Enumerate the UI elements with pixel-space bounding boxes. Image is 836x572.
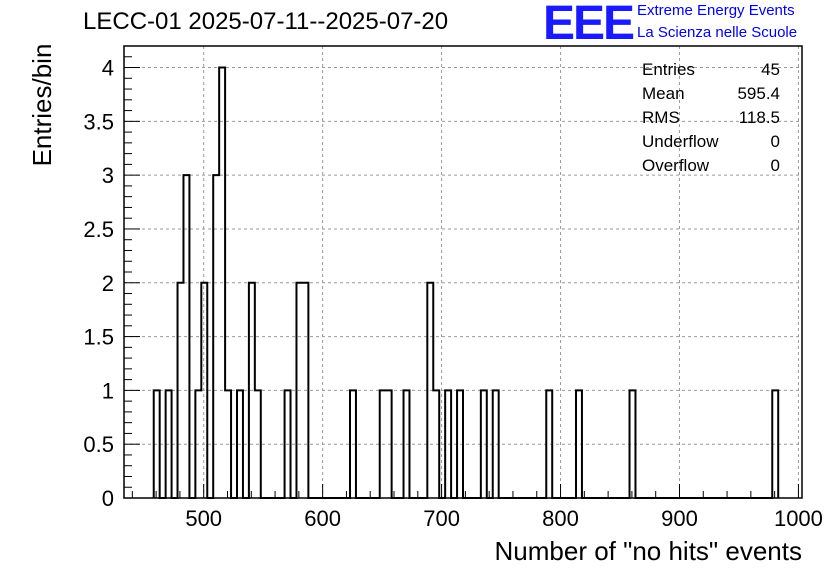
histogram-bin: [166, 390, 172, 498]
histogram-bin: [225, 390, 231, 498]
histogram-bin: [195, 390, 201, 498]
logo-line-1: Extreme Energy Events: [637, 2, 795, 19]
logo-line-2: La Scienza nelle Scuole: [637, 24, 798, 41]
stat-entries: Entries 45: [640, 58, 780, 82]
histogram-bin: [296, 283, 302, 498]
stat-underflow: Underflow 0: [640, 130, 780, 154]
histogram-bin: [576, 390, 582, 498]
histogram-bin: [493, 390, 499, 498]
histogram-bin: [285, 390, 291, 498]
histogram-bin: [237, 390, 243, 498]
histogram-bin: [772, 390, 778, 498]
histogram-bin: [445, 390, 451, 498]
histogram-bin: [302, 283, 308, 498]
histogram-bin: [201, 283, 207, 498]
chart-title: LECC-01 2025-07-11--2025-07-20: [83, 8, 449, 35]
x-axis-label: Number of "no hits" events: [494, 536, 803, 566]
y-tick-label: 2.5: [83, 217, 114, 242]
x-tick-label: 1000: [774, 506, 823, 531]
stat-rms: RMS 118.5: [640, 106, 780, 130]
histogram-bin: [178, 283, 184, 498]
histogram-bin: [481, 390, 487, 498]
histogram-bin: [546, 390, 552, 498]
x-tick-label: 900: [661, 506, 698, 531]
histogram-bin: [154, 390, 160, 498]
y-tick-label: 2: [102, 271, 114, 296]
stat-overflow-value: 0: [770, 156, 780, 175]
x-tick-label: 800: [542, 506, 579, 531]
y-tick-label: 1: [102, 378, 114, 403]
histogram-bin: [630, 390, 636, 498]
histogram-bin: [380, 390, 386, 498]
stat-overflow-label: Overflow: [642, 156, 710, 175]
y-tick-label: 1.5: [83, 325, 114, 350]
y-tick-label: 3: [102, 163, 114, 188]
stats-box: Entries 45 Mean 595.4 RMS 118.5 Underflo…: [640, 58, 780, 178]
histogram-bin: [386, 390, 392, 498]
histogram-bin: [183, 175, 189, 498]
histogram-bin: [249, 283, 255, 498]
y-tick-label: 3.5: [83, 109, 114, 134]
x-tick-label: 700: [423, 506, 460, 531]
y-tick-label: 0.5: [83, 432, 114, 457]
stat-mean-value: 595.4: [737, 84, 780, 103]
stat-mean: Mean 595.4: [640, 82, 780, 106]
histogram-bin: [350, 390, 356, 498]
y-tick-label: 4: [102, 56, 114, 81]
histogram-bin: [427, 283, 433, 498]
histogram-bin: [219, 68, 225, 498]
axis-ticks: [124, 45, 799, 499]
x-tick-label: 500: [185, 506, 222, 531]
eee-logo: EEE: [543, 0, 635, 50]
histogram-bin: [457, 390, 463, 498]
x-tick-labels: 500 600 700 800 900 1000: [185, 506, 823, 531]
y-axis-label: Entries/bin: [27, 43, 57, 167]
stat-rms-label: RMS: [642, 108, 680, 127]
stat-overflow: Overflow 0: [640, 154, 780, 178]
histogram-bin: [213, 175, 219, 498]
x-tick-label: 600: [304, 506, 341, 531]
histogram-bin: [404, 390, 410, 498]
stat-entries-label: Entries: [642, 60, 695, 79]
stat-entries-value: 45: [761, 60, 780, 79]
histogram-bin: [255, 390, 261, 498]
stat-mean-label: Mean: [642, 84, 685, 103]
y-tick-label: 0: [102, 486, 114, 511]
y-tick-labels: 0 0.5 1 1.5 2 2.5 3 3.5 4: [83, 56, 114, 511]
stat-underflow-value: 0: [770, 132, 780, 151]
histogram-bin: [433, 390, 439, 498]
stat-rms-value: 118.5: [738, 108, 780, 127]
stat-underflow-label: Underflow: [642, 132, 719, 151]
